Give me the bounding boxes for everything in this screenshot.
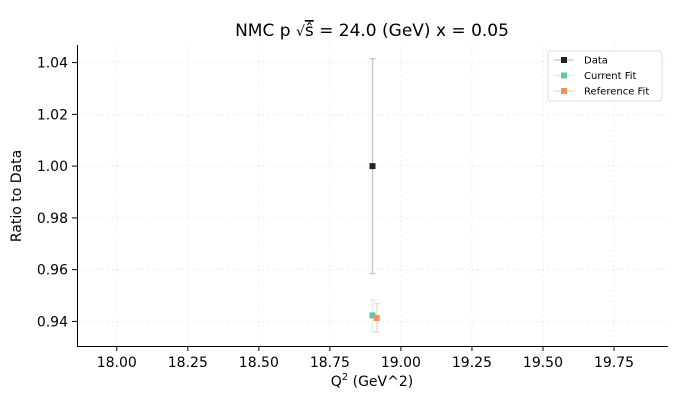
legend-label: Data	[584, 56, 608, 67]
legend-label: Reference Fit	[584, 87, 649, 98]
legend-marker	[561, 57, 567, 63]
y-tick-label: 1.04	[37, 56, 68, 72]
legend-box	[547, 50, 663, 102]
x-tick-label: 18.50	[239, 355, 279, 371]
sqrt-symbol: √	[296, 24, 305, 40]
s-hat: ŝ	[305, 21, 314, 41]
legend-marker	[561, 88, 567, 94]
y-tick-label: 0.98	[37, 211, 68, 227]
x-ticks: 18.00 18.25 18.50 18.75 19.00 19.25 19.50 19.75	[97, 346, 634, 371]
x-axis-label: Q2 (GeV^2)	[331, 372, 413, 390]
x-tick-label: 19.75	[594, 355, 634, 371]
data-point	[373, 315, 380, 322]
x-tick-label: 19.25	[452, 355, 492, 371]
legend-marker	[561, 72, 567, 79]
data-point	[369, 163, 376, 170]
chart-title: NMC p √ŝ = 24.0 (GeV) x = 0.05	[235, 21, 509, 41]
x-tick-label: 18.25	[168, 355, 208, 371]
x-tick-label: 19.50	[523, 355, 563, 371]
y-tick-label: 0.94	[37, 314, 68, 330]
legend: Data Current Fit Reference Fit	[547, 50, 663, 102]
x-tick-label: 18.75	[310, 355, 350, 371]
x-tick-label: 18.00	[97, 355, 137, 371]
y-tick-label: 1.02	[37, 107, 68, 123]
series-layer	[369, 58, 380, 333]
y-axis-label: Ratio to Data	[9, 150, 25, 242]
y-tick-label: 0.96	[37, 263, 68, 279]
y-ticks: 0.94 0.96 0.98 1.00 1.02 1.04	[37, 56, 77, 330]
legend-label: Current Fit	[584, 71, 637, 82]
data-point	[369, 312, 376, 319]
y-tick-label: 1.00	[37, 159, 68, 175]
x-tick-label: 19.00	[381, 355, 421, 371]
